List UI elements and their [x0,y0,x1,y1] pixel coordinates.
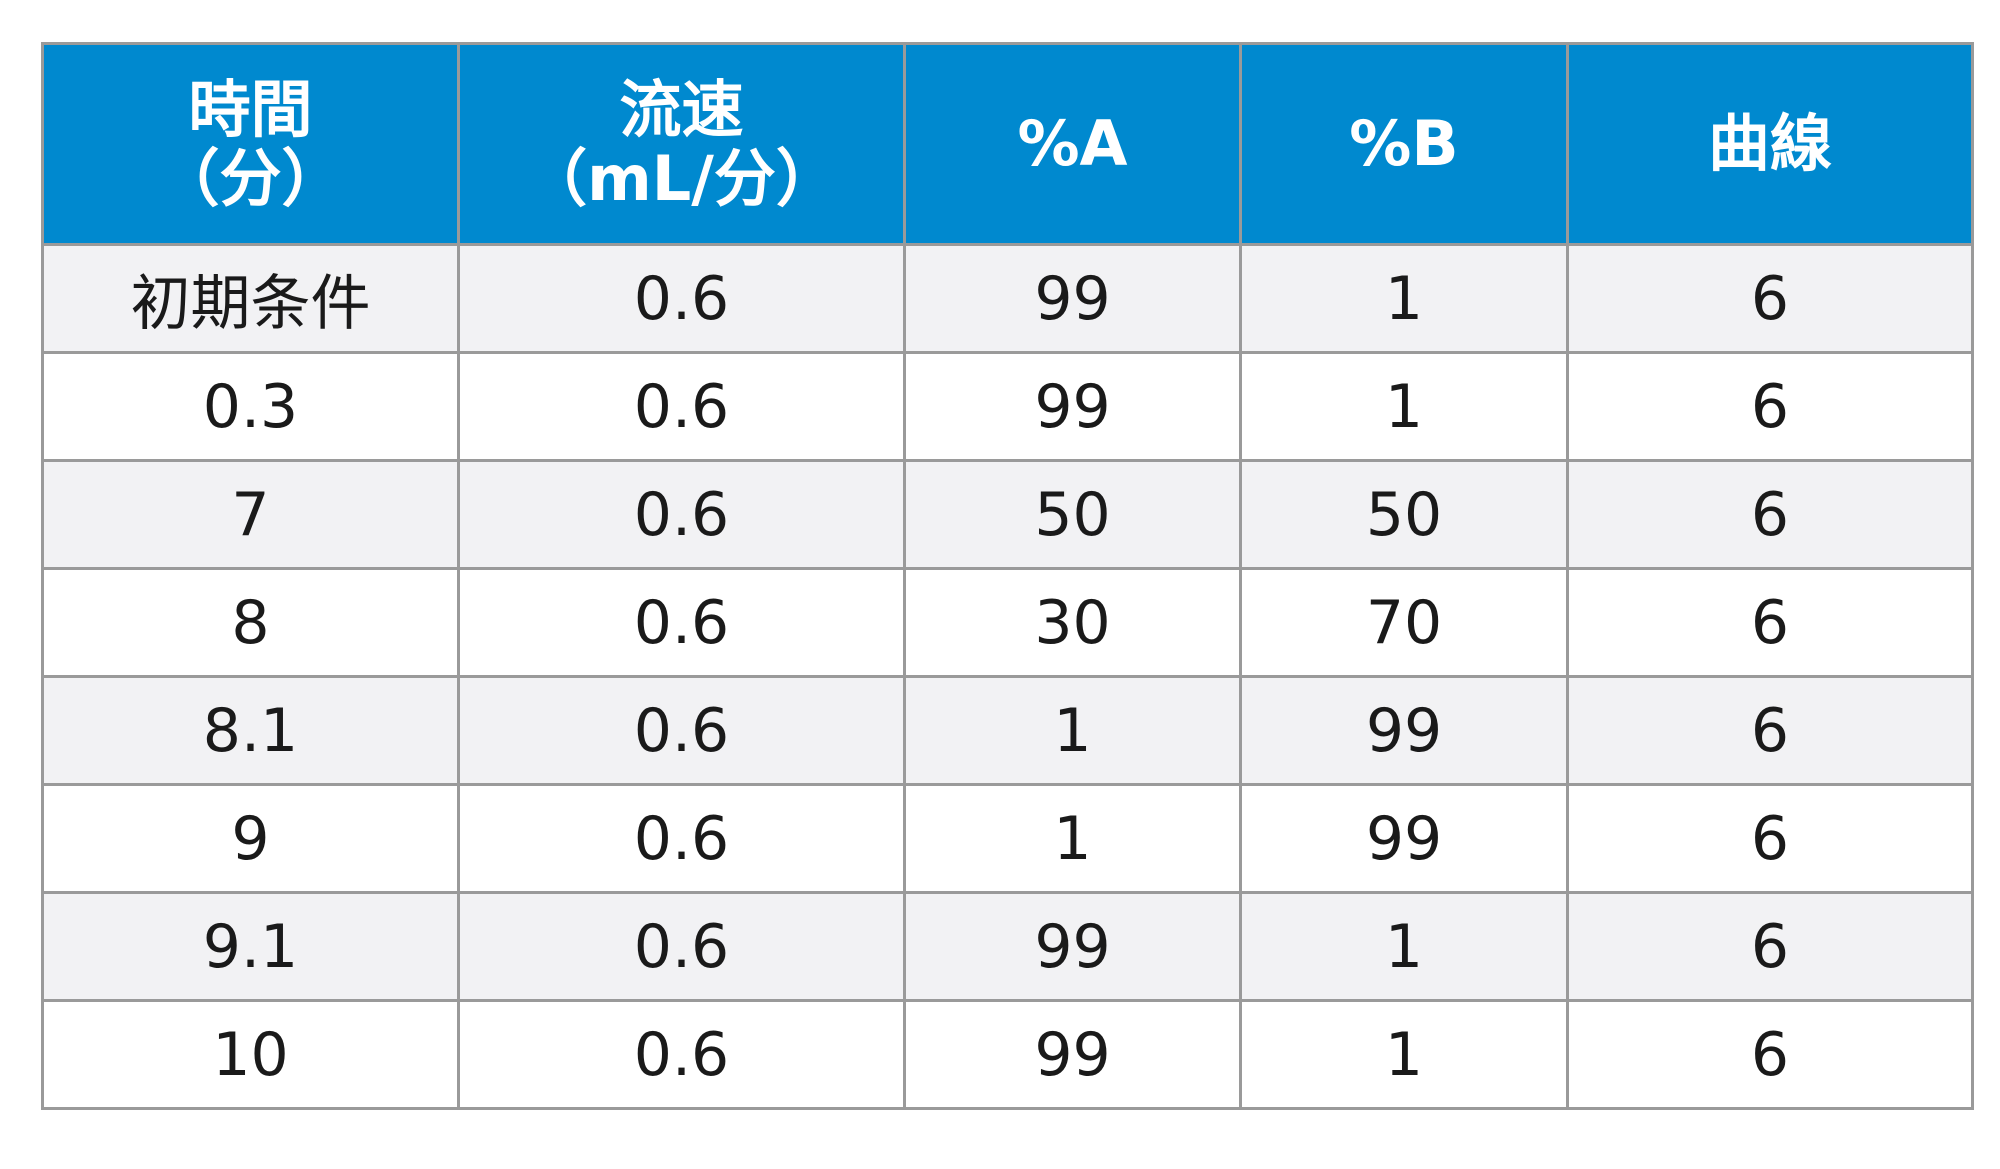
cell-percent-a: 1 [903,783,1242,894]
cell-curve: 6 [1566,567,1974,678]
cell-time: 8.1 [41,675,460,786]
table-row: 初期条件 0.6 99 1 6 [41,243,1974,354]
header-flow-rate-label: 流速 [619,72,744,146]
cell-percent-b: 1 [1239,999,1569,1110]
cell-percent-b: 99 [1239,675,1569,786]
cell-time: 10 [41,999,460,1110]
header-percent-a: %A [903,42,1242,246]
gradient-table-container: 時間 （分） 流速 （mL/分） %A %B 曲線 初 [41,42,1974,1110]
cell-percent-b: 70 [1239,567,1569,678]
table-row: 0.3 0.6 99 1 6 [41,351,1974,462]
table-row: 10 0.6 99 1 6 [41,999,1974,1110]
cell-percent-a: 99 [903,351,1242,462]
table-header: 時間 （分） 流速 （mL/分） %A %B 曲線 [41,42,1974,246]
cell-curve: 6 [1566,999,1974,1110]
cell-flow-rate: 0.6 [457,999,906,1110]
header-time-label: 時間 [188,72,313,146]
cell-flow-rate: 0.6 [457,783,906,894]
cell-flow-rate: 0.6 [457,567,906,678]
table-row: 8.1 0.6 1 99 6 [41,675,1974,786]
cell-time: 7 [41,459,460,570]
cell-flow-rate: 0.6 [457,459,906,570]
cell-percent-a: 1 [903,675,1242,786]
table-body: 初期条件 0.6 99 1 6 0.3 0.6 99 1 6 7 0.6 50 … [41,243,1974,1110]
cell-time: 8 [41,567,460,678]
cell-flow-rate: 0.6 [457,243,906,354]
table-row: 9.1 0.6 99 1 6 [41,891,1974,1002]
cell-percent-a: 30 [903,567,1242,678]
cell-curve: 6 [1566,351,1974,462]
cell-percent-b: 1 [1239,891,1569,1002]
table-row: 7 0.6 50 50 6 [41,459,1974,570]
cell-curve: 6 [1566,783,1974,894]
cell-time: 9.1 [41,891,460,1002]
cell-flow-rate: 0.6 [457,891,906,1002]
header-time-unit: （分） [157,142,344,215]
cell-percent-a: 99 [903,243,1242,354]
cell-percent-a: 99 [903,999,1242,1110]
header-percent-a-label: %A [1017,107,1128,181]
cell-curve: 6 [1566,243,1974,354]
cell-percent-b: 99 [1239,783,1569,894]
cell-flow-rate: 0.6 [457,351,906,462]
header-flow-rate-unit: （mL/分） [525,142,838,215]
cell-time: 9 [41,783,460,894]
cell-percent-a: 99 [903,891,1242,1002]
cell-percent-a: 50 [903,459,1242,570]
header-row: 時間 （分） 流速 （mL/分） %A %B 曲線 [41,42,1974,246]
cell-flow-rate: 0.6 [457,675,906,786]
header-curve-label: 曲線 [1707,107,1832,181]
cell-percent-b: 1 [1239,351,1569,462]
cell-curve: 6 [1566,891,1974,1002]
cell-time: 0.3 [41,351,460,462]
header-percent-b: %B [1239,42,1569,246]
cell-curve: 6 [1566,459,1974,570]
header-percent-b-label: %B [1349,107,1459,181]
table-row: 9 0.6 1 99 6 [41,783,1974,894]
cell-time: 初期条件 [41,243,460,354]
header-curve: 曲線 [1566,42,1974,246]
header-flow-rate: 流速 （mL/分） [457,42,906,246]
header-time: 時間 （分） [41,42,460,246]
table-row: 8 0.6 30 70 6 [41,567,1974,678]
cell-percent-b: 50 [1239,459,1569,570]
cell-curve: 6 [1566,675,1974,786]
cell-percent-b: 1 [1239,243,1569,354]
gradient-table: 時間 （分） 流速 （mL/分） %A %B 曲線 初 [41,42,1974,1110]
